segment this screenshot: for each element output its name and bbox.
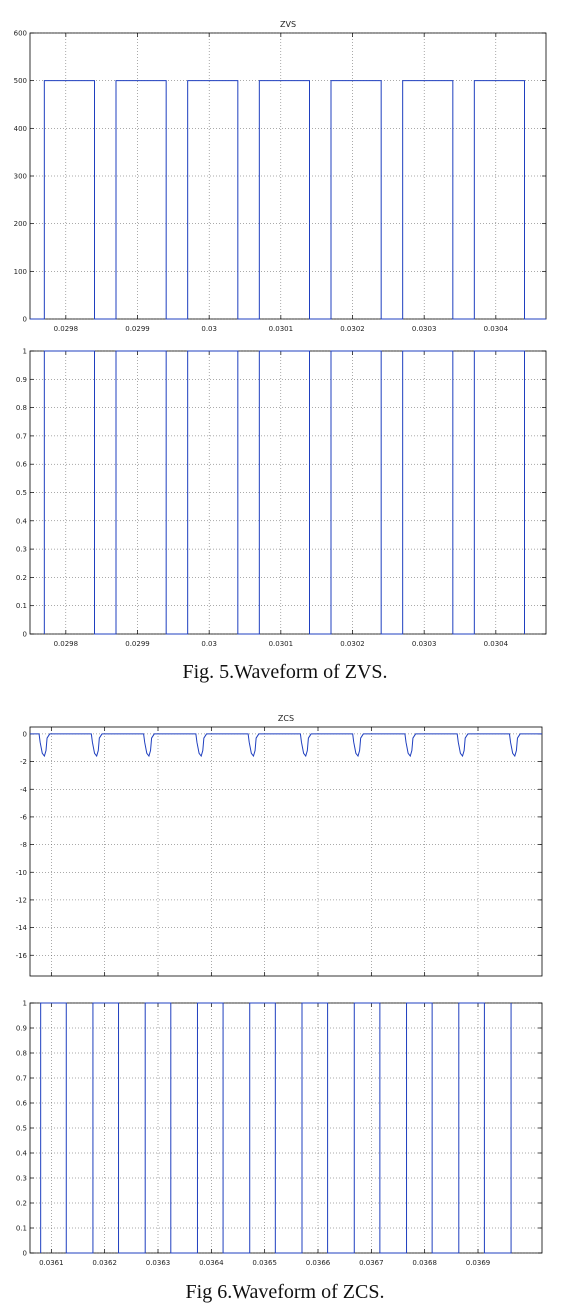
y-tick-label: -10	[16, 869, 27, 877]
figure-caption: Fig 6.Waveform of ZCS.	[186, 1281, 385, 1303]
y-tick-label: 0.4	[16, 1150, 28, 1158]
chart-title: ZCS	[278, 714, 294, 723]
y-tick-label: -8	[20, 841, 27, 849]
y-tick-label: 0.7	[16, 1075, 27, 1083]
chart-panel-1: 0.0298 0.0299 0.03 0.0301 0.0302 0.0303 0.0304…	[14, 20, 547, 683]
y-tick-label: 0.8	[16, 404, 27, 412]
figure-caption: Fig. 5.Waveform of ZVS.	[182, 661, 387, 683]
y-tick-label: 0.3	[16, 546, 27, 554]
x-tick-label: 0.0302	[340, 325, 365, 333]
y-tick-label: 0.5	[16, 489, 27, 497]
y-tick-label: -16	[16, 952, 28, 960]
x-tick-label: 0.0301	[269, 325, 294, 333]
y-tick-label: 0.5	[16, 1125, 27, 1133]
x-tick-label: 0.0363	[146, 1259, 171, 1267]
x-tick-label: 0.0304	[484, 325, 509, 333]
x-tick-label: 0.0298	[54, 640, 79, 648]
y-tick-label: 0.2	[16, 1200, 27, 1208]
y-tick-label: -12	[16, 896, 27, 904]
x-tick-label: 0.03	[201, 325, 217, 333]
x-tick-label: 0.0364	[199, 1259, 224, 1267]
y-tick-label: 1	[23, 348, 27, 356]
y-tick-label: 0	[23, 316, 27, 324]
x-tick-label: 0.0368	[412, 1259, 437, 1267]
x-tick-label: 0.0299	[125, 325, 150, 333]
y-tick-label: 1	[23, 1000, 27, 1008]
chart-panel-3: 0 -2 -4 -6 -8 -10 -12 -14 -16 ZCS	[16, 714, 543, 977]
x-tick-label: 0.0303	[412, 640, 437, 648]
x-tick-label: 0.0369	[466, 1259, 491, 1267]
y-tick-label: 0.6	[16, 1100, 28, 1108]
y-tick-label: 0.6	[16, 461, 28, 469]
y-tick-label: 0.9	[16, 376, 27, 384]
x-tick-label: 0.0367	[359, 1259, 384, 1267]
x-tick-label: 0.0361	[39, 1259, 64, 1267]
y-tick-label: 600	[14, 30, 27, 38]
y-tick-label: 400	[14, 125, 27, 133]
x-tick-label: 0.0362	[92, 1259, 117, 1267]
y-tick-label: -4	[20, 786, 28, 794]
series-line-1	[30, 80, 546, 320]
x-tick-label: 0.0301	[269, 640, 294, 648]
series-line-1	[30, 733, 542, 758]
y-tick-label: 0.1	[16, 1225, 27, 1233]
y-tick-label: 300	[14, 173, 27, 181]
x-tick-label: 0.0365	[252, 1259, 277, 1267]
y-tick-label: -2	[20, 758, 27, 766]
y-tick-label: -6	[20, 813, 28, 821]
y-tick-label: 0.8	[16, 1050, 27, 1058]
x-tick-label: 0.0299	[125, 640, 150, 648]
y-tick-label: 0.2	[16, 574, 27, 582]
y-tick-label: 0	[23, 631, 27, 639]
y-tick-label: 0	[23, 1250, 27, 1258]
x-tick-label: 0.0303	[412, 325, 437, 333]
plot-area	[29, 726, 543, 977]
x-tick-label: 0.0366	[306, 1259, 331, 1267]
y-tick-label: 0.7	[16, 432, 27, 440]
chart-panel-2: 0.0298 0.0299 0.03 0.0301 0.0302 0.0303 0.0304…	[16, 348, 547, 648]
y-tick-label: 100	[14, 268, 27, 276]
y-tick-label: 500	[14, 77, 27, 85]
x-tick-label: 0.03	[201, 640, 217, 648]
y-tick-label: 0.1	[16, 602, 27, 610]
x-tick-label: 0.0302	[340, 640, 365, 648]
chart-title: ZVS	[280, 20, 296, 29]
y-tick-label: 0.9	[16, 1025, 27, 1033]
chart-panel-4: 0.0361 0.0362 0.0363 0.0364 0.0365 0.0366 0.03…	[16, 1000, 543, 1303]
series-line-1	[43, 350, 525, 635]
y-tick-label: 0.3	[16, 1175, 27, 1183]
x-tick-label: 0.0298	[54, 325, 79, 333]
x-tick-label: 0.0304	[484, 640, 509, 648]
y-tick-label: 0	[23, 730, 27, 738]
y-tick-label: 0.4	[16, 517, 28, 525]
series-line-1	[40, 1002, 512, 1254]
y-tick-label: -14	[16, 924, 28, 932]
y-tick-label: 200	[14, 220, 27, 228]
